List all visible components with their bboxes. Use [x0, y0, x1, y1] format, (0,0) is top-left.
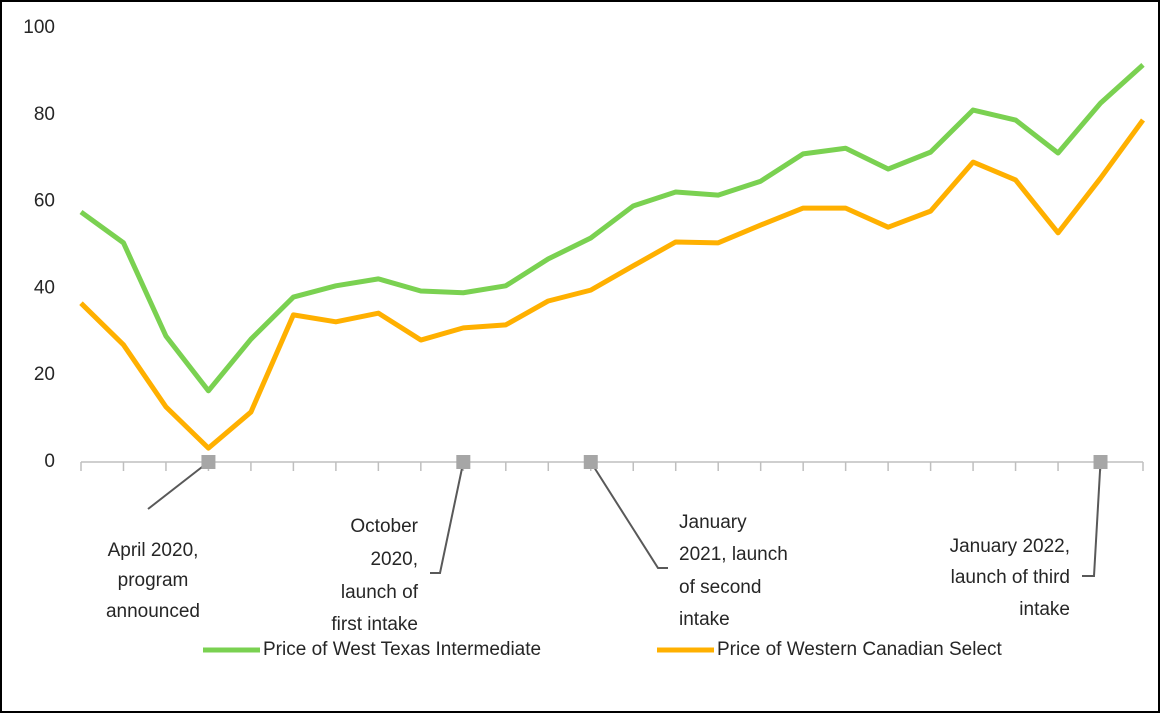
series-line: [79, 118, 1146, 451]
annotation-marker: [201, 455, 216, 469]
annotation-leader: [1082, 461, 1102, 577]
annotation-text: program: [118, 570, 189, 591]
series-line: [79, 63, 1145, 394]
annotation-marker: [456, 455, 471, 469]
y-tick-label: 80: [34, 104, 55, 125]
annotation-text: launch of: [341, 582, 419, 603]
annotation-text: 2020,: [370, 549, 418, 570]
annotation-text: 2021, launch: [679, 544, 788, 565]
annotation-text: intake: [679, 609, 730, 630]
y-tick-label: 100: [23, 17, 55, 38]
annotation-text: launch of third: [951, 567, 1070, 588]
annotation-text: January 2022,: [950, 536, 1070, 557]
annotation-marker: [583, 455, 598, 469]
y-tick-label: 0: [44, 451, 55, 472]
legend-label: Price of Western Canadian Select: [717, 639, 1003, 660]
y-tick-label: 40: [34, 277, 55, 298]
annotation-text: of second: [679, 577, 761, 598]
y-tick-label: 20: [34, 364, 55, 385]
annotation-text: January: [679, 512, 747, 533]
y-tick-label: 60: [34, 191, 55, 212]
annotation-text: announced: [106, 601, 200, 622]
annotation-marker: [1093, 455, 1108, 469]
annotation-text: intake: [1019, 599, 1070, 620]
annotation-leader: [430, 461, 465, 574]
annotation-leader: [147, 461, 210, 510]
annotation-text: first intake: [331, 614, 418, 635]
legend-label: Price of West Texas Intermediate: [263, 639, 541, 660]
annotation-leader: [589, 461, 668, 569]
annotation-text: October: [350, 516, 418, 537]
annotation-text: April 2020,: [108, 540, 199, 561]
